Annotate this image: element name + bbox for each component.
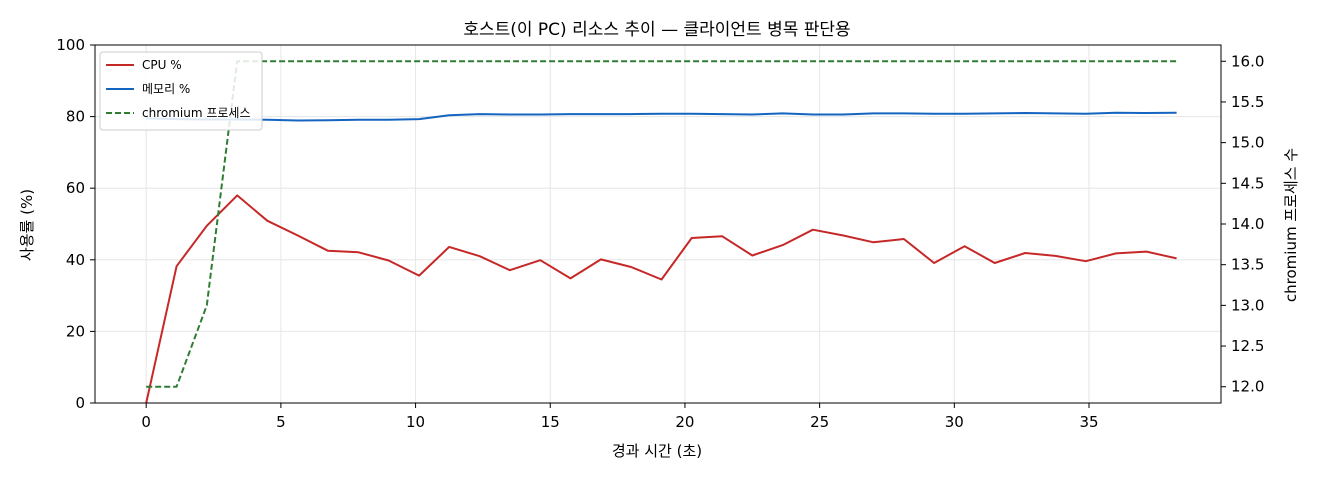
- y-tick-label: 100: [56, 36, 85, 54]
- plot-area: [145, 60, 1177, 404]
- y2-tick-label: 15.5: [1231, 93, 1264, 111]
- legend-label: chromium 프로세스: [142, 106, 251, 120]
- x-axis-ticks: 0 5 10 15 20 25 30 35: [141, 403, 1099, 431]
- y2-tick-label: 15.0: [1231, 134, 1264, 152]
- y-tick-label: 40: [66, 251, 85, 269]
- x-tick-label: 30: [945, 413, 964, 431]
- x-tick-label: 20: [675, 413, 694, 431]
- y-tick-label: 20: [66, 322, 85, 340]
- x-tick-label: 35: [1079, 413, 1098, 431]
- chart-title: 호스트(이 PC) 리소스 추이 — 클라이언트 병목 판단용: [463, 20, 850, 40]
- series-line-0: [145, 194, 1177, 404]
- grid-lines: [95, 44, 1221, 404]
- y-axis-ticks: 0 20 40 60 80 100: [56, 36, 95, 412]
- y2-axis-label: chromium 프로세스 수: [1282, 148, 1300, 302]
- x-tick-label: 10: [406, 413, 425, 431]
- y2-tick-label: 12.0: [1231, 378, 1264, 396]
- y-tick-label: 0: [75, 394, 85, 412]
- y2-tick-label: 14.5: [1231, 174, 1264, 192]
- y2-tick-label: 13.0: [1231, 296, 1264, 314]
- y2-tick-label: 16.0: [1231, 52, 1264, 70]
- legend-box: [99, 51, 263, 131]
- x-tick-label: 5: [276, 413, 286, 431]
- x-tick-label: 0: [141, 413, 151, 431]
- y2-tick-label: 14.0: [1231, 215, 1264, 233]
- legend-label: CPU %: [142, 58, 182, 72]
- series-line-2: [146, 60, 1177, 388]
- y2-tick-label: 12.5: [1231, 337, 1264, 355]
- plot-frame: [94, 44, 1222, 404]
- y-axis-label: 사용률 (%): [18, 189, 36, 261]
- y2-tick-label: 13.5: [1231, 256, 1264, 274]
- x-axis-label: 경과 시간 (초): [612, 442, 702, 460]
- y2-axis-ticks: 12.0 12.5 13.0 13.5 14.0 14.5 15.0 15.5 16.0: [1221, 52, 1264, 396]
- legend: CPU % 메모리 % chromium 프로세스: [99, 51, 263, 131]
- y-tick-label: 80: [66, 108, 85, 126]
- series-line-1: [146, 111, 1177, 122]
- x-tick-label: 25: [810, 413, 829, 431]
- x-tick-label: 15: [541, 413, 560, 431]
- y-tick-label: 60: [66, 179, 85, 197]
- legend-label: 메모리 %: [142, 82, 190, 96]
